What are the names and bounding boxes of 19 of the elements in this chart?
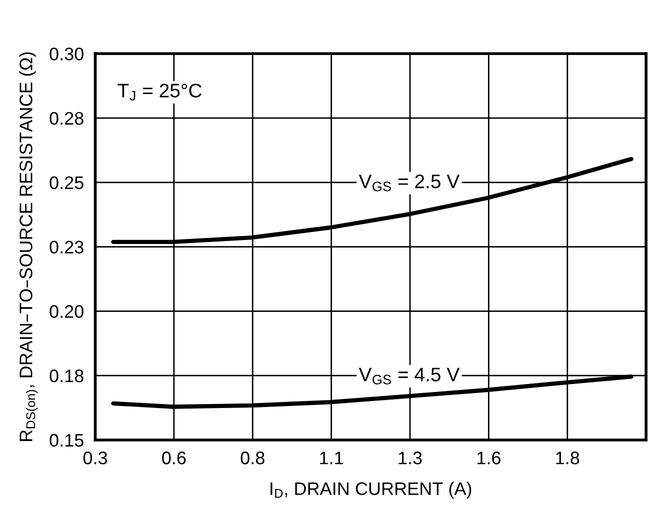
y-tick-label: 0.28 [50, 112, 84, 125]
y-tick-label: 0.23 [50, 240, 84, 254]
y-tick-label: 0.30 [50, 48, 84, 60]
y-tick-label: 0.25 [50, 176, 84, 190]
x-tick-label: 0.8 [240, 452, 264, 464]
y-tick-label: 0.18 [50, 370, 84, 382]
annotation: T$_{J}$ = 25°C [118, 84, 202, 100]
x-tick-label: 0.6 [162, 452, 186, 464]
x-tick-label: 1.6 [478, 452, 500, 464]
x-tick-label: 0.3 [83, 452, 108, 464]
x-axis-title: I$_{D}$, DRAIN CURRENT (A) [270, 482, 472, 499]
y-tick-label: 0.15 [50, 434, 84, 447]
y-axis-title: R$_{DS(on)}$, DRAIN–TO–SOURCE RESISTANCE (Ω) [19, 52, 38, 441]
annotation: V$_{GS}$ = 2.5 V [358, 174, 460, 192]
annotation: V$_{GS}$ = 4.5 V [358, 368, 460, 384]
x-tick-label: 1.8 [556, 452, 580, 464]
y-tick-label: 0.20 [50, 305, 84, 318]
x-tick-label: 1.3 [398, 452, 422, 464]
x-tick-label: 1.1 [320, 452, 343, 464]
